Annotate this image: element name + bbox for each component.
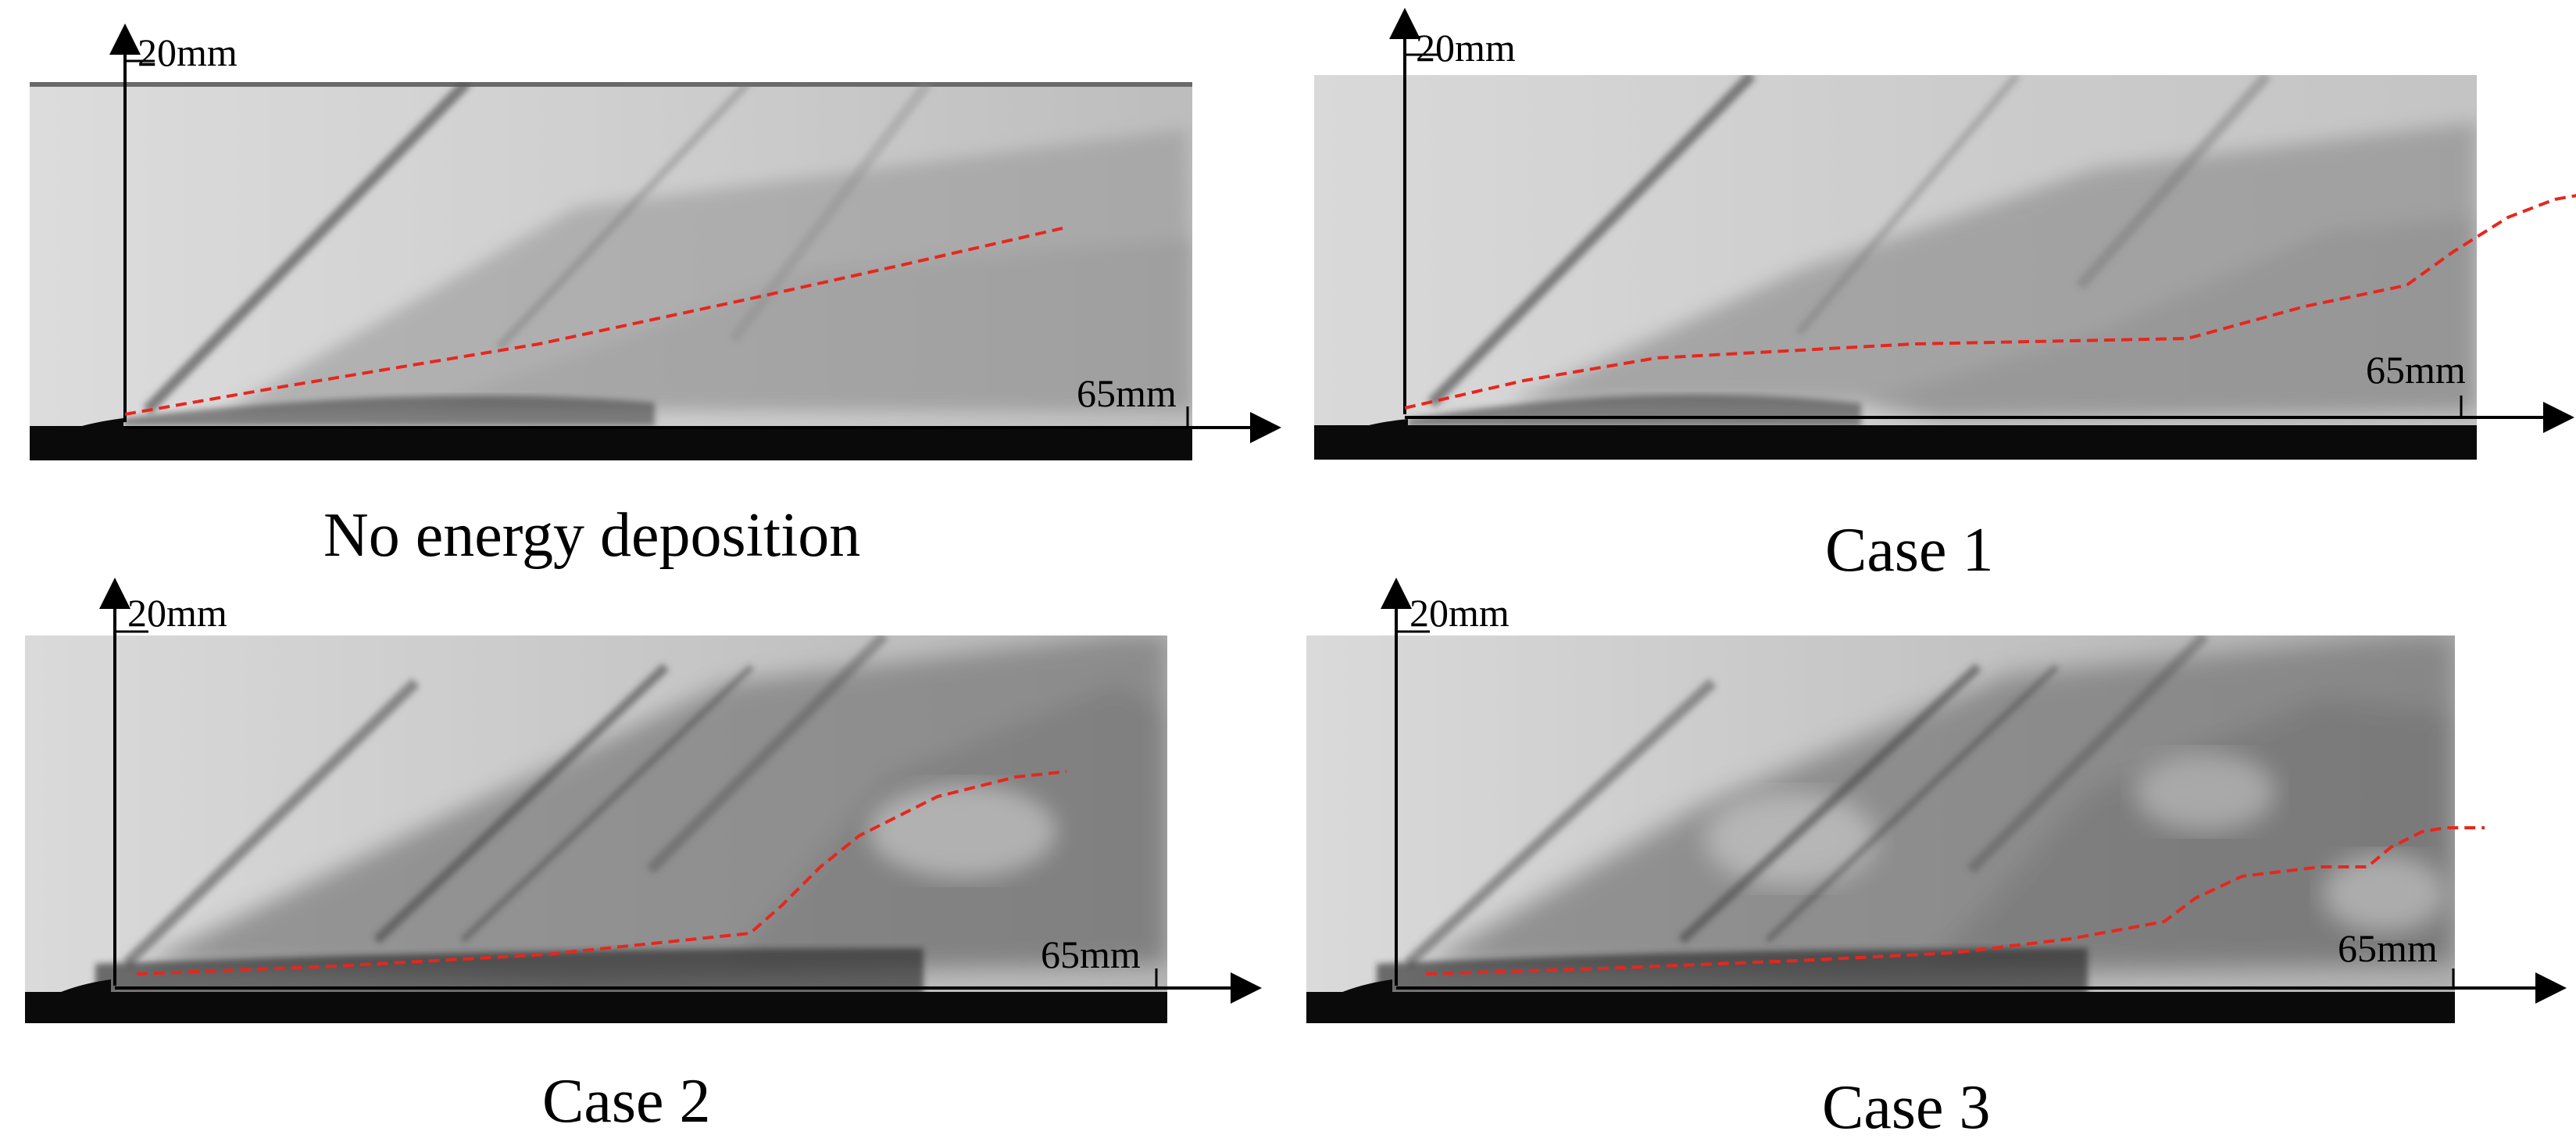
y-axis-label: 20mm (127, 591, 227, 635)
panel-no-energy-deposition: 20mm 65mm No energy deposition (0, 0, 1289, 570)
panel-case-2: 20mm 65mm Case 2 (0, 570, 1289, 1140)
schlieren-image-svg (25, 635, 1167, 1023)
axes-overlay (99, 578, 1262, 1004)
caption: Case 3 (1822, 1073, 1991, 1142)
y-axis-label: 20mm (1416, 26, 1516, 70)
x-axis-label: 65mm (1077, 371, 1177, 415)
schlieren-image (1314, 75, 2477, 460)
schlieren-image-svg (1314, 75, 2477, 460)
axes-overlay (109, 23, 1281, 443)
panel-case-3: 20mm 65mm Case 3 (1289, 570, 2576, 1140)
caption: No energy deposition (323, 501, 861, 570)
schlieren-image-svg (30, 82, 1192, 460)
shear-layer-dashed-line (124, 227, 1063, 416)
y-axis-label: 20mm (138, 30, 238, 74)
shear-layer-dashed-line (1404, 194, 2576, 410)
axes-overlay (1389, 8, 2576, 433)
x-axis-label: 65mm (1041, 933, 1141, 976)
schlieren-image (25, 635, 1167, 1023)
caption: Case 2 (542, 1067, 711, 1136)
schlieren-image-svg (1306, 635, 2455, 1023)
shear-layer-dashed-line (136, 770, 1067, 976)
x-axis-label: 65mm (2366, 348, 2466, 392)
schlieren-image (1306, 635, 2455, 1023)
schlieren-image (30, 82, 1192, 460)
shear-layer-dashed-line (1425, 826, 2485, 976)
y-axis-label: 20mm (1409, 591, 1510, 635)
panel-case-1: 20mm 65mm Case 1 (1289, 0, 2576, 582)
caption: Case 1 (1825, 516, 1994, 585)
axes-overlay (1381, 578, 2567, 1004)
x-axis-label: 65mm (2338, 926, 2438, 970)
